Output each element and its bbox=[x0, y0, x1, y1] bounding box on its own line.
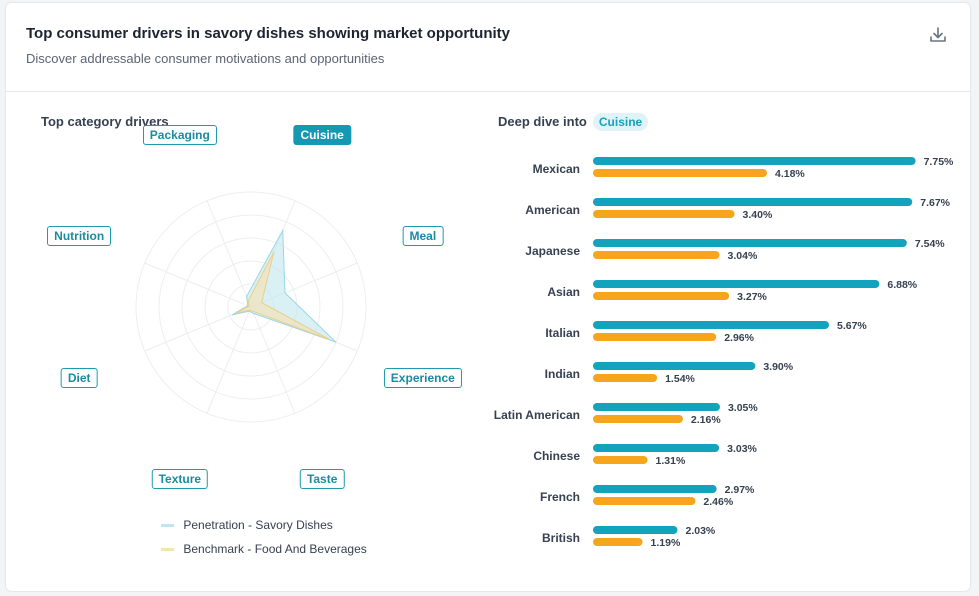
bar-value-label: 2.97% bbox=[725, 484, 755, 496]
bar-category-label: Asian bbox=[547, 285, 580, 299]
bar-value-label: 7.75% bbox=[924, 156, 954, 168]
legend-penetration: Penetration - Savory Dishes bbox=[161, 518, 333, 532]
legend-penetration-swatch bbox=[161, 524, 174, 528]
bar-american-benchmark[interactable] bbox=[593, 210, 735, 218]
bar-chinese-benchmark[interactable] bbox=[593, 456, 648, 464]
bar-asian-benchmark[interactable] bbox=[593, 292, 730, 300]
bar-value-label: 1.31% bbox=[656, 455, 686, 467]
radar-axis-texture[interactable]: Texture bbox=[151, 468, 209, 489]
radar-grid-spoke bbox=[144, 262, 252, 308]
card-title: Top consumer drivers in savory dishes sh… bbox=[26, 25, 510, 42]
bar-chart: Mexican 7.75% 4.18% American 7.67% 3.40% Japan… bbox=[494, 156, 954, 549]
bar-category-label: French bbox=[540, 490, 580, 504]
bar-category-label: Japanese bbox=[525, 244, 580, 258]
download-icon[interactable] bbox=[928, 25, 948, 45]
card-header: Top consumer drivers in savory dishes sh… bbox=[6, 3, 970, 92]
bar-category-label: British bbox=[542, 531, 580, 545]
bar-value-label: 6.88% bbox=[887, 279, 917, 291]
card-subtitle: Discover addressable consumer motivation… bbox=[26, 51, 385, 66]
radar-axis-cuisine[interactable]: Cuisine bbox=[293, 125, 351, 146]
bar-value-label: 4.18% bbox=[775, 168, 805, 180]
drivers-card: Top consumer drivers in savory dishes sh… bbox=[5, 2, 971, 592]
bar-french-benchmark[interactable] bbox=[593, 497, 696, 505]
bar-latin-american-benchmark[interactable] bbox=[593, 415, 683, 423]
bar-japanese-benchmark[interactable] bbox=[593, 251, 720, 259]
bar-value-label: 7.54% bbox=[915, 238, 945, 250]
bar-value-label: 1.54% bbox=[665, 373, 695, 385]
bar-value-label: 2.46% bbox=[703, 496, 733, 508]
bar-value-label: 5.67% bbox=[837, 320, 867, 332]
bar-category-label: American bbox=[525, 203, 580, 217]
radar-axis-diet[interactable]: Diet bbox=[60, 368, 98, 389]
bar-category-label: Indian bbox=[545, 367, 580, 381]
bar-indian-benchmark[interactable] bbox=[593, 374, 658, 382]
legend-benchmark: Benchmark - Food And Beverages bbox=[161, 542, 367, 556]
legend-penetration-label: Penetration - Savory Dishes bbox=[183, 518, 333, 532]
radar-grid-spoke bbox=[206, 200, 252, 308]
legend-benchmark-swatch bbox=[161, 548, 174, 552]
radar-grid-ring bbox=[158, 214, 344, 400]
radar-axis-packaging[interactable]: Packaging bbox=[142, 125, 217, 146]
bar-american-penetration[interactable] bbox=[593, 198, 913, 206]
radar-series-benchmark-food-and-beverages bbox=[235, 251, 330, 341]
bar-value-label: 2.96% bbox=[724, 332, 754, 344]
radar-axis-experience[interactable]: Experience bbox=[383, 368, 462, 389]
bar-french-penetration[interactable] bbox=[593, 485, 717, 493]
bar-italian-benchmark[interactable] bbox=[593, 333, 717, 341]
radar-axis-meal[interactable]: Meal bbox=[402, 225, 444, 246]
bar-value-label: 3.27% bbox=[737, 291, 767, 303]
radar-series-penetration-savory-dishes bbox=[231, 228, 337, 343]
bar-category-label: Chinese bbox=[533, 449, 580, 463]
bar-value-label: 3.40% bbox=[743, 209, 773, 221]
bar-value-label: 2.03% bbox=[685, 525, 715, 537]
legend-benchmark-label: Benchmark - Food And Beverages bbox=[183, 542, 367, 556]
radar-grid-spoke bbox=[206, 306, 252, 414]
bar-value-label: 1.19% bbox=[651, 537, 681, 549]
deep-dive-title: Deep dive into Cuisine bbox=[498, 113, 649, 131]
bar-indian-penetration[interactable] bbox=[593, 362, 756, 370]
bar-value-label: 3.04% bbox=[728, 250, 758, 262]
bar-italian-penetration[interactable] bbox=[593, 321, 830, 329]
bar-category-label: Latin American bbox=[494, 408, 580, 422]
bar-category-label: Italian bbox=[545, 326, 580, 340]
bar-value-label: 3.03% bbox=[727, 443, 757, 455]
bar-mexican-penetration[interactable] bbox=[593, 157, 916, 165]
radar-grid-spoke bbox=[250, 306, 296, 414]
radar-axis-taste[interactable]: Taste bbox=[299, 468, 345, 489]
bar-mexican-benchmark[interactable] bbox=[593, 169, 767, 177]
bar-asian-penetration[interactable] bbox=[593, 280, 880, 288]
radar-section-title: Top category drivers bbox=[41, 114, 169, 129]
bar-japanese-penetration[interactable] bbox=[593, 239, 907, 247]
radar-axis-nutrition[interactable]: Nutrition bbox=[47, 225, 112, 246]
bar-category-label: Mexican bbox=[533, 162, 580, 176]
bar-chinese-penetration[interactable] bbox=[593, 444, 720, 452]
bar-value-label: 2.16% bbox=[691, 414, 721, 426]
bar-british-penetration[interactable] bbox=[593, 526, 678, 534]
deep-dive-pill[interactable]: Cuisine bbox=[592, 113, 649, 131]
bar-british-benchmark[interactable] bbox=[593, 538, 643, 546]
radar-chart bbox=[135, 191, 367, 423]
bar-value-label: 7.67% bbox=[920, 197, 950, 209]
bar-value-label: 3.05% bbox=[728, 402, 758, 414]
radar-grid-ring bbox=[135, 191, 367, 423]
deep-dive-label: Deep dive into bbox=[498, 114, 587, 129]
bar-value-label: 3.90% bbox=[763, 361, 793, 373]
radar-grid-ring bbox=[181, 237, 321, 377]
bar-latin-american-penetration[interactable] bbox=[593, 403, 720, 411]
